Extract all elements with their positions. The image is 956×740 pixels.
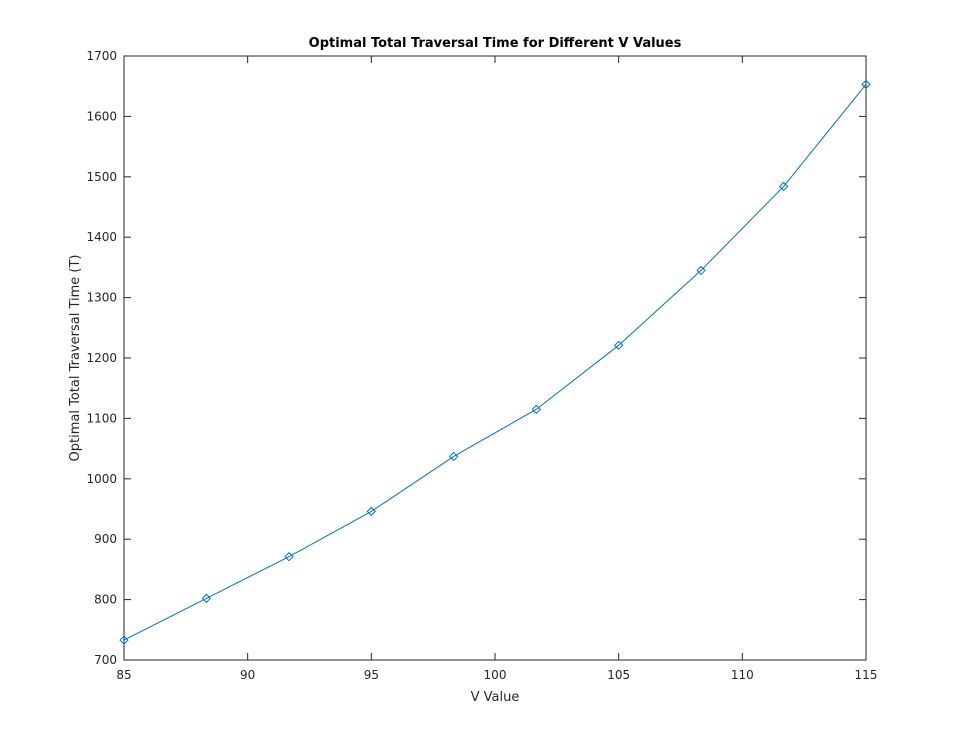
y-tick-label: 1600: [86, 109, 117, 123]
y-axis: 700 800 900 1000 1100 1200 1300 1400 1500 1600 170…: [86, 49, 866, 667]
y-tick-label: 1700: [86, 49, 117, 63]
series-line: [123, 84, 867, 641]
x-tick-label: 95: [364, 668, 379, 682]
x-axis-label: V Value: [471, 690, 520, 705]
x-axis: 85 90 95 100 105 110 115: [116, 56, 877, 682]
x-tick-label: 85: [116, 668, 131, 682]
data-point-marker: [201, 593, 212, 604]
x-tick-label: 100: [484, 668, 507, 682]
data-point-marker: [531, 404, 542, 415]
y-tick-label: 900: [94, 532, 117, 546]
x-tick-label: 90: [240, 668, 255, 682]
data-point-marker: [366, 506, 377, 517]
data-point-marker: [284, 552, 294, 562]
data-point-marker: [861, 79, 871, 90]
y-tick-label: 1300: [86, 291, 117, 305]
data-point-marker: [778, 181, 789, 192]
x-tick-label: 105: [607, 668, 630, 682]
y-tick-label: 1500: [86, 170, 117, 184]
x-tick-label: 115: [855, 668, 878, 682]
y-tick-label: 700: [94, 653, 117, 667]
data-point-marker: [448, 451, 459, 462]
chart-title: Optimal Total Traversal Time for Differe…: [309, 36, 682, 51]
data-point-marker: [696, 265, 706, 276]
data-point-marker: [119, 635, 129, 645]
x-tick-label: 110: [731, 668, 754, 682]
y-tick-label: 800: [94, 593, 117, 607]
y-tick-label: 1400: [86, 230, 117, 244]
y-axis-label: Optimal Total Traversal Time (T): [68, 255, 83, 462]
plot-area: [123, 55, 867, 661]
y-tick-label: 1000: [86, 472, 117, 486]
y-tick-label: 1200: [86, 351, 117, 365]
data-point-marker: [613, 340, 624, 351]
y-tick-label: 1100: [86, 411, 117, 425]
plot-series: [119, 79, 871, 645]
